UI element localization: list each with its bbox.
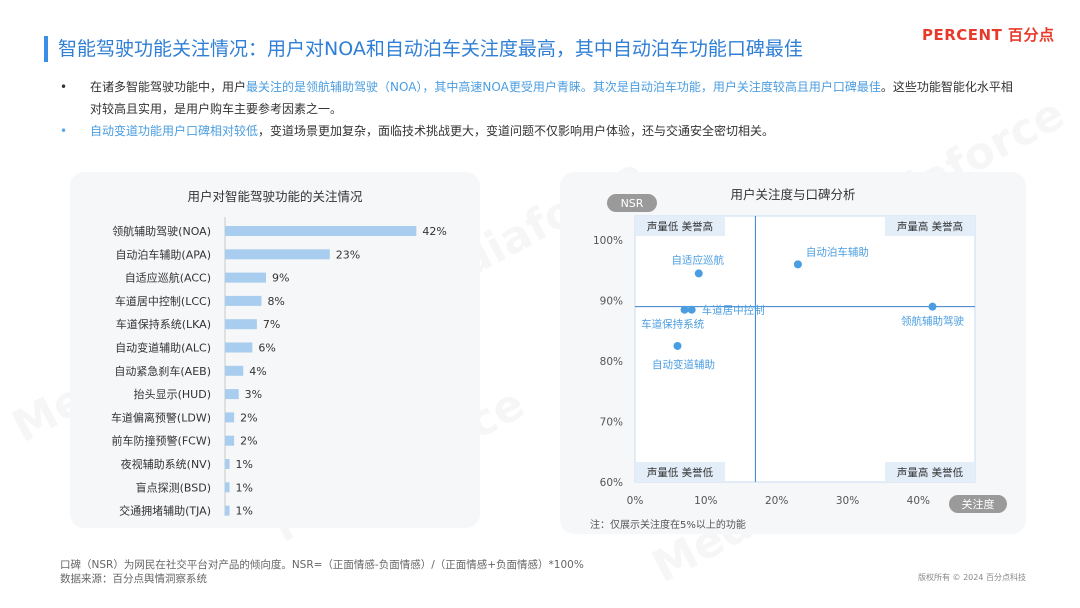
bar xyxy=(225,272,266,283)
bar-category-label: 盲点探测(BSD) xyxy=(136,480,211,494)
bar-category-label: 前车防撞预警(FCW) xyxy=(112,434,211,448)
x-tick-label: 0% xyxy=(627,495,644,507)
bar-value-label: 42% xyxy=(422,225,446,238)
bar-value-label: 4% xyxy=(249,365,266,378)
bar-category-label: 夜视辅助系统(NV) xyxy=(121,457,211,471)
quadrant-label-bg xyxy=(635,462,725,482)
scatter-chart-panel: 用户关注度与口碑分析 声量低 美誉高 声量高 美誉高声量低 美誉低 声量高 美誉低 1… xyxy=(560,172,1026,534)
bar xyxy=(225,412,235,423)
bar xyxy=(225,389,239,400)
copyright: 版权所有 © 2024 百分点科技 xyxy=(918,573,1026,582)
bullet-item: • 在诸多智能驾驶功能中，用户最关注的是领航辅助驾驶（NOA），其中高速NOA更受… xyxy=(60,76,1020,120)
scatter-point xyxy=(694,269,703,278)
bar-category-label: 自动变道辅助(ALC) xyxy=(115,341,211,355)
y-tick-label: 80% xyxy=(600,356,623,368)
chart-note: 注：仅展示关注度在5%以上的功能 xyxy=(590,518,746,531)
bullet-text: 在诸多智能驾驶功能中，用户 xyxy=(90,80,247,94)
quadrant-label: 声量高 美誉高 xyxy=(897,220,963,233)
scatter-point-label: 车道居中控制 xyxy=(702,304,765,317)
x-axis-label-pill xyxy=(949,495,1007,513)
bar xyxy=(225,505,230,516)
y-tick-label: 90% xyxy=(600,296,623,308)
bar-chart-title: 用户对智能驾驶功能的关注情况 xyxy=(187,189,363,204)
bar xyxy=(225,365,244,376)
y-tick-label: 70% xyxy=(600,417,623,429)
bar-category-label: 车道居中控制(LCC) xyxy=(115,294,211,308)
nsr-definition: 口碑（NSR）为网民在社交平台对产品的倾向度。NSR=（正面情感-负面情感）/（… xyxy=(60,559,584,571)
scatter-point xyxy=(687,305,696,314)
bar xyxy=(225,435,235,446)
plot-area xyxy=(634,215,976,483)
quadrant-label: 声量低 美誉高 xyxy=(647,220,713,233)
bar xyxy=(225,459,230,469)
y-tick-label: 100% xyxy=(593,235,623,247)
page-title: 智能驾驶功能关注情况：用户对NOA和自动泊车关注度最高，其中自动泊车功能口碑最佳 xyxy=(58,38,803,60)
bullet-text: 。这些功能智能化水平相对较高且实用，是用户购车主要参考因素之一。 xyxy=(90,80,1013,116)
x-tick-label: 20% xyxy=(765,495,788,507)
scatter-point xyxy=(680,305,689,314)
x-axis-label: 关注度 xyxy=(962,497,995,511)
bar xyxy=(225,342,253,353)
bar xyxy=(225,295,262,306)
bar-category-label: 交通拥堵辅助(TJA) xyxy=(119,504,211,518)
x-tick-label: 40% xyxy=(907,495,930,507)
bullet-item: • 自动变道功能用户口碑相对较低，变道场景更加复杂，面临技术挑战更大，变道问题不仅… xyxy=(60,120,1020,142)
scatter-point-label: 自动变道辅助 xyxy=(652,358,715,371)
bar-value-label: 23% xyxy=(336,248,360,261)
bullet-marker: • xyxy=(60,80,68,94)
bar-category-label: 领航辅助驾驶(NOA) xyxy=(112,224,211,238)
bar-value-label: 2% xyxy=(240,435,257,448)
bar-category-label: 自动泊车辅助(APA) xyxy=(115,247,211,261)
bar-category-label: 抬头显示(HUD) xyxy=(134,387,211,401)
y-tick-label: 60% xyxy=(600,477,623,489)
bar-value-label: 2% xyxy=(240,411,257,424)
quadrant-label-bg xyxy=(885,216,975,236)
bar-value-label: 1% xyxy=(236,481,253,494)
bullet-highlight-text: 自动变道功能用户口碑相对较低 xyxy=(90,124,259,138)
bar-value-label: 8% xyxy=(267,295,284,308)
bar-value-label: 3% xyxy=(245,388,262,401)
bar xyxy=(225,482,230,493)
y-axis-label-pill xyxy=(607,194,657,212)
bar-value-label: 1% xyxy=(236,505,253,518)
bar-value-label: 9% xyxy=(272,272,289,285)
bar-category-label: 车道偏离预警(LDW) xyxy=(111,410,211,424)
bar-value-label: 7% xyxy=(263,318,280,331)
bar-chart: 领航辅助驾驶(NOA) 42% 自动泊车辅助(APA) 23% 自适应巡航(ACC) 9%… xyxy=(111,217,447,518)
x-tick-label: 30% xyxy=(836,495,859,507)
quadrant-label: 声量高 美誉低 xyxy=(897,466,964,479)
scatter-point xyxy=(928,302,937,311)
bullet-list: • 在诸多智能驾驶功能中，用户最关注的是领航辅助驾驶（NOA），其中高速NOA更受… xyxy=(60,76,1020,142)
bar-chart-panel: 用户对智能驾驶功能的关注情况 领航辅助驾驶(NOA) 42% 自动泊车辅助(APA)… xyxy=(70,172,480,528)
bar-category-label: 自动紧急刹车(AEB) xyxy=(114,364,211,378)
brand-logo: PERCENT 百分点 xyxy=(922,26,1055,44)
bar-value-label: 6% xyxy=(258,342,275,355)
scatter-chart-title: 用户关注度与口碑分析 xyxy=(730,187,856,202)
bar-category-label: 车道保持系统(LKA) xyxy=(116,317,211,331)
title-accent-bar xyxy=(44,36,48,62)
bullet-highlight-text: 最关注的是领航辅助驾驶（NOA），其中高速NOA更受用户青睐。其次是自动泊车功能… xyxy=(246,80,881,94)
bullet-marker: • xyxy=(60,124,68,138)
scatter-point-label: 自适应巡航 xyxy=(672,253,725,266)
quadrant-label-bg xyxy=(885,462,975,482)
quadrant-label-bg xyxy=(635,216,725,236)
scatter-point-label: 领航辅助驾驶 xyxy=(901,315,964,328)
data-source: 数据来源：百分点舆情洞察系统 xyxy=(60,573,207,585)
bar xyxy=(225,226,417,236)
x-tick-label: 10% xyxy=(694,495,717,507)
scatter-point xyxy=(793,260,802,269)
bar-value-label: 1% xyxy=(236,458,253,471)
scatter-point-label: 自动泊车辅助 xyxy=(806,245,869,258)
bar xyxy=(225,249,330,260)
scatter-point-label: 车道保持系统 xyxy=(641,318,704,331)
bar-category-label: 自适应巡航(ACC) xyxy=(125,271,211,285)
quadrant-label: 声量低 美誉低 xyxy=(647,466,714,479)
bullet-text: ，变道场景更加复杂，面临技术挑战更大，变道问题不仅影响用户体验，还与交通安全密切… xyxy=(258,124,775,138)
y-axis-label: NSR xyxy=(621,197,644,210)
scatter-point xyxy=(673,341,682,350)
bar xyxy=(225,319,257,330)
